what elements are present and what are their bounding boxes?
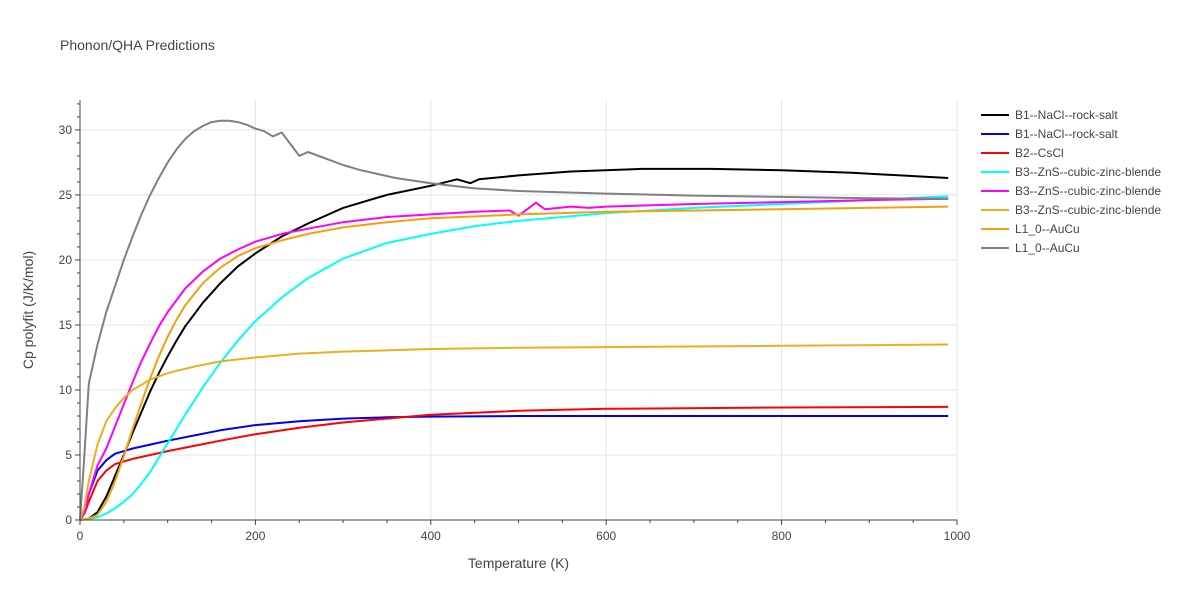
legend-label: L1_0--AuCu	[1015, 222, 1080, 236]
legend-item[interactable]: L1_0--AuCu	[981, 222, 1080, 236]
chart-title: Phonon/QHA Predictions	[60, 37, 215, 53]
x-tick-label: 200	[245, 529, 265, 543]
y-tick-label: 25	[59, 188, 73, 202]
series-line	[79, 205, 949, 521]
y-tick-label: 5	[65, 448, 72, 462]
legend-item[interactable]: B3--ZnS--cubic-zinc-blende	[981, 184, 1161, 198]
series-line	[79, 343, 949, 521]
y-tick-label: 15	[59, 318, 73, 332]
series-line	[79, 415, 949, 521]
legend-label: L1_0--AuCu	[1015, 241, 1080, 255]
series-line	[79, 195, 949, 521]
legend[interactable]: B1--NaCl--rock-salt B1--NaCl--rock-salt B2…	[981, 108, 1161, 255]
legend-label: B1--NaCl--rock-salt	[1015, 108, 1118, 122]
legend-label: B3--ZnS--cubic-zinc-blende	[1015, 203, 1161, 217]
y-axis-title: Cp polyfit (J/K/mol)	[20, 251, 36, 369]
legend-item[interactable]: L1_0--AuCu	[981, 241, 1080, 255]
legend-label: B2--CsCl	[1015, 146, 1064, 160]
x-tick-label: 600	[596, 529, 616, 543]
x-tick-label: 400	[421, 529, 441, 543]
x-axis-ticks: 0 200 400 600 800 1000	[77, 520, 971, 543]
x-tick-label: 800	[772, 529, 792, 543]
legend-item[interactable]: B1--NaCl--rock-salt	[981, 127, 1118, 141]
y-tick-label: 10	[59, 383, 73, 397]
x-axis-title: Temperature (K)	[468, 555, 569, 571]
series-layer	[79, 119, 949, 521]
x-tick-label: 0	[77, 529, 84, 543]
series-line	[79, 405, 949, 521]
series-line	[79, 119, 949, 521]
legend-item[interactable]: B2--CsCl	[981, 146, 1064, 160]
legend-label: B3--ZnS--cubic-zinc-blende	[1015, 165, 1161, 179]
legend-item[interactable]: B1--NaCl--rock-salt	[981, 108, 1118, 122]
legend-item[interactable]: B3--ZnS--cubic-zinc-blende	[981, 165, 1161, 179]
grid-lines	[80, 100, 958, 520]
axes	[79, 100, 957, 521]
legend-label: B1--NaCl--rock-salt	[1015, 127, 1118, 141]
legend-item[interactable]: B3--ZnS--cubic-zinc-blende	[981, 203, 1161, 217]
legend-label: B3--ZnS--cubic-zinc-blende	[1015, 184, 1161, 198]
y-tick-label: 20	[59, 253, 73, 267]
y-axis-ticks: 0 5 10 15 20 25 30	[59, 103, 80, 527]
x-tick-label: 1000	[944, 529, 971, 543]
series-line	[79, 197, 949, 521]
y-tick-label: 0	[65, 513, 72, 527]
y-tick-label: 30	[59, 123, 73, 137]
